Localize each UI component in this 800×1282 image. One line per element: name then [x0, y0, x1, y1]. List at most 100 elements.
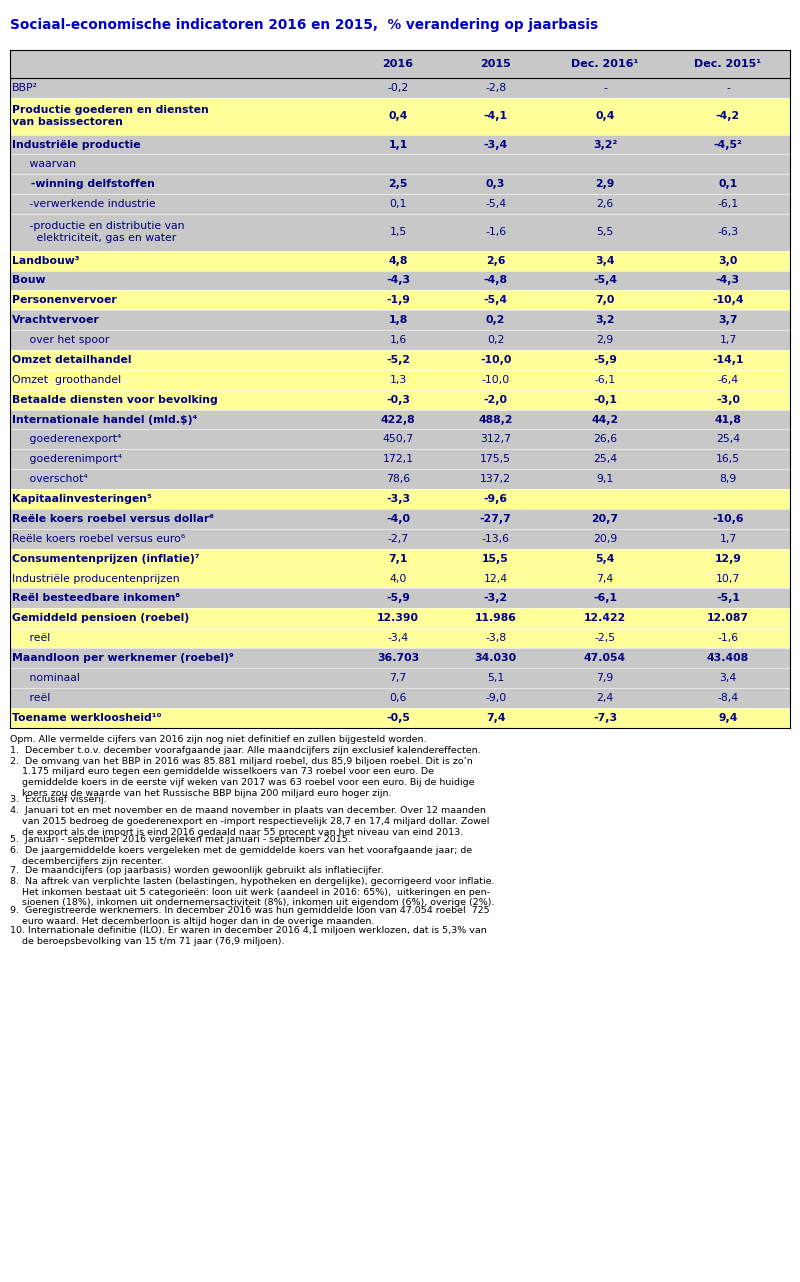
Text: 9.  Geregistreerde werknemers. In december 2016 was hun gemiddelde loon van 47.0: 9. Geregistreerde werknemers. In decembe… — [10, 906, 490, 926]
Text: over het spoor: over het spoor — [12, 335, 110, 345]
Bar — [10, 250, 790, 271]
Text: 12.390: 12.390 — [377, 613, 419, 623]
Bar — [10, 214, 790, 250]
Text: Kapitaalinvesteringen⁵: Kapitaalinvesteringen⁵ — [12, 494, 152, 504]
Bar — [10, 329, 790, 350]
Text: 2,6: 2,6 — [486, 255, 506, 265]
Text: 0,6: 0,6 — [390, 692, 406, 703]
Bar — [10, 271, 790, 290]
Text: -2,5: -2,5 — [594, 633, 615, 644]
Text: 25,4: 25,4 — [593, 454, 617, 464]
Text: 5.  Januari - september 2016 vergeleken met januari - september 2015.: 5. Januari - september 2016 vergeleken m… — [10, 836, 351, 845]
Text: 0,2: 0,2 — [487, 335, 504, 345]
Text: 12.422: 12.422 — [584, 613, 626, 623]
Text: -3,3: -3,3 — [386, 494, 410, 504]
Text: -7,3: -7,3 — [593, 713, 617, 723]
Text: 1,7: 1,7 — [719, 335, 737, 345]
Bar — [10, 194, 790, 214]
Text: Landbouw³: Landbouw³ — [12, 255, 79, 265]
Text: 3,4: 3,4 — [595, 255, 614, 265]
Text: 2015: 2015 — [480, 59, 511, 69]
Text: Productie goederen en diensten
van basissectoren: Productie goederen en diensten van basis… — [12, 105, 209, 127]
Text: -6,1: -6,1 — [593, 594, 617, 604]
Text: 36.703: 36.703 — [377, 653, 419, 663]
Text: -4,1: -4,1 — [484, 112, 508, 122]
Text: -2,0: -2,0 — [484, 395, 508, 405]
Text: 3,0: 3,0 — [718, 255, 738, 265]
Text: 16,5: 16,5 — [716, 454, 740, 464]
Text: 312,7: 312,7 — [480, 435, 511, 445]
Text: Opm. Alle vermelde cijfers van 2016 zijn nog niet definitief en zullen bijgestel: Opm. Alle vermelde cijfers van 2016 zijn… — [10, 735, 427, 745]
Text: -5,1: -5,1 — [716, 594, 740, 604]
Text: -5,4: -5,4 — [484, 295, 508, 305]
Text: -6,4: -6,4 — [718, 374, 738, 385]
Text: -5,9: -5,9 — [593, 355, 617, 365]
Text: 12,9: 12,9 — [714, 554, 742, 564]
Bar — [10, 97, 790, 135]
Text: reël: reël — [12, 633, 50, 644]
Text: waarvan: waarvan — [12, 159, 76, 169]
Text: 0,1: 0,1 — [390, 199, 406, 209]
Text: Consumentenprijzen (inflatie)⁷: Consumentenprijzen (inflatie)⁷ — [12, 554, 199, 564]
Text: -verwerkende industrie: -verwerkende industrie — [12, 199, 156, 209]
Text: 1,7: 1,7 — [719, 533, 737, 544]
Text: Gemiddeld pensioen (roebel): Gemiddeld pensioen (roebel) — [12, 613, 189, 623]
Text: -10,0: -10,0 — [480, 355, 511, 365]
Text: 0,2: 0,2 — [486, 315, 506, 326]
Text: -5,4: -5,4 — [593, 276, 617, 286]
Text: -1,6: -1,6 — [718, 633, 738, 644]
Text: 9,4: 9,4 — [718, 713, 738, 723]
Text: Dec. 2016¹: Dec. 2016¹ — [571, 59, 638, 69]
Text: 20,7: 20,7 — [591, 514, 618, 524]
Text: 0,4: 0,4 — [388, 112, 408, 122]
Text: 1,1: 1,1 — [389, 140, 408, 150]
Text: 7,9: 7,9 — [596, 673, 614, 683]
Text: -5,9: -5,9 — [386, 594, 410, 604]
Text: -5,2: -5,2 — [386, 355, 410, 365]
Text: 43.408: 43.408 — [707, 653, 749, 663]
Text: Maandloon per werknemer (roebel)⁹: Maandloon per werknemer (roebel)⁹ — [12, 653, 234, 663]
Text: Betaalde diensten voor bevolking: Betaalde diensten voor bevolking — [12, 395, 218, 405]
Text: Reële koers roebel versus euro⁶: Reële koers roebel versus euro⁶ — [12, 533, 186, 544]
Text: 7,0: 7,0 — [595, 295, 614, 305]
Bar — [10, 647, 790, 668]
Text: 0,4: 0,4 — [595, 112, 614, 122]
Text: 1,5: 1,5 — [390, 227, 406, 237]
Text: Sociaal-economische indicatoren 2016 en 2015,  % verandering op jaarbasis: Sociaal-economische indicatoren 2016 en … — [10, 18, 598, 32]
Text: 26,6: 26,6 — [593, 435, 617, 445]
Text: 25,4: 25,4 — [716, 435, 740, 445]
Bar — [10, 290, 790, 310]
Text: BBP²: BBP² — [12, 83, 38, 94]
Text: 4,0: 4,0 — [390, 573, 406, 583]
Text: -0,2: -0,2 — [387, 83, 409, 94]
Text: Industriële productie: Industriële productie — [12, 140, 141, 150]
Text: Omzet  groothandel: Omzet groothandel — [12, 374, 121, 385]
Text: 2,6: 2,6 — [596, 199, 614, 209]
Text: Personenvervoer: Personenvervoer — [12, 295, 117, 305]
Text: -9,6: -9,6 — [484, 494, 508, 504]
Text: 1,8: 1,8 — [389, 315, 408, 326]
Bar — [10, 469, 790, 488]
Text: 10,7: 10,7 — [716, 573, 740, 583]
Text: -4,3: -4,3 — [716, 276, 740, 286]
Text: -: - — [726, 83, 730, 94]
Text: Reël besteedbare inkomen⁸: Reël besteedbare inkomen⁸ — [12, 594, 180, 604]
Text: -14,1: -14,1 — [712, 355, 744, 365]
Text: 488,2: 488,2 — [478, 414, 513, 424]
Text: -3,2: -3,2 — [483, 594, 508, 604]
Text: 2016: 2016 — [382, 59, 414, 69]
Bar — [10, 154, 790, 174]
Bar — [10, 390, 790, 409]
Text: -8,4: -8,4 — [718, 692, 738, 703]
Bar — [10, 135, 790, 154]
Text: -3,4: -3,4 — [387, 633, 409, 644]
Text: 2,4: 2,4 — [596, 692, 614, 703]
Text: Omzet detailhandel: Omzet detailhandel — [12, 355, 131, 365]
Text: 78,6: 78,6 — [386, 474, 410, 485]
Bar — [10, 310, 790, 329]
Text: 137,2: 137,2 — [480, 474, 511, 485]
Text: 7,7: 7,7 — [390, 673, 406, 683]
Bar — [10, 608, 790, 628]
Text: -productie en distributie van
       elektriciteit, gas en water: -productie en distributie van elektricit… — [12, 222, 185, 244]
Text: 0,1: 0,1 — [718, 179, 738, 190]
